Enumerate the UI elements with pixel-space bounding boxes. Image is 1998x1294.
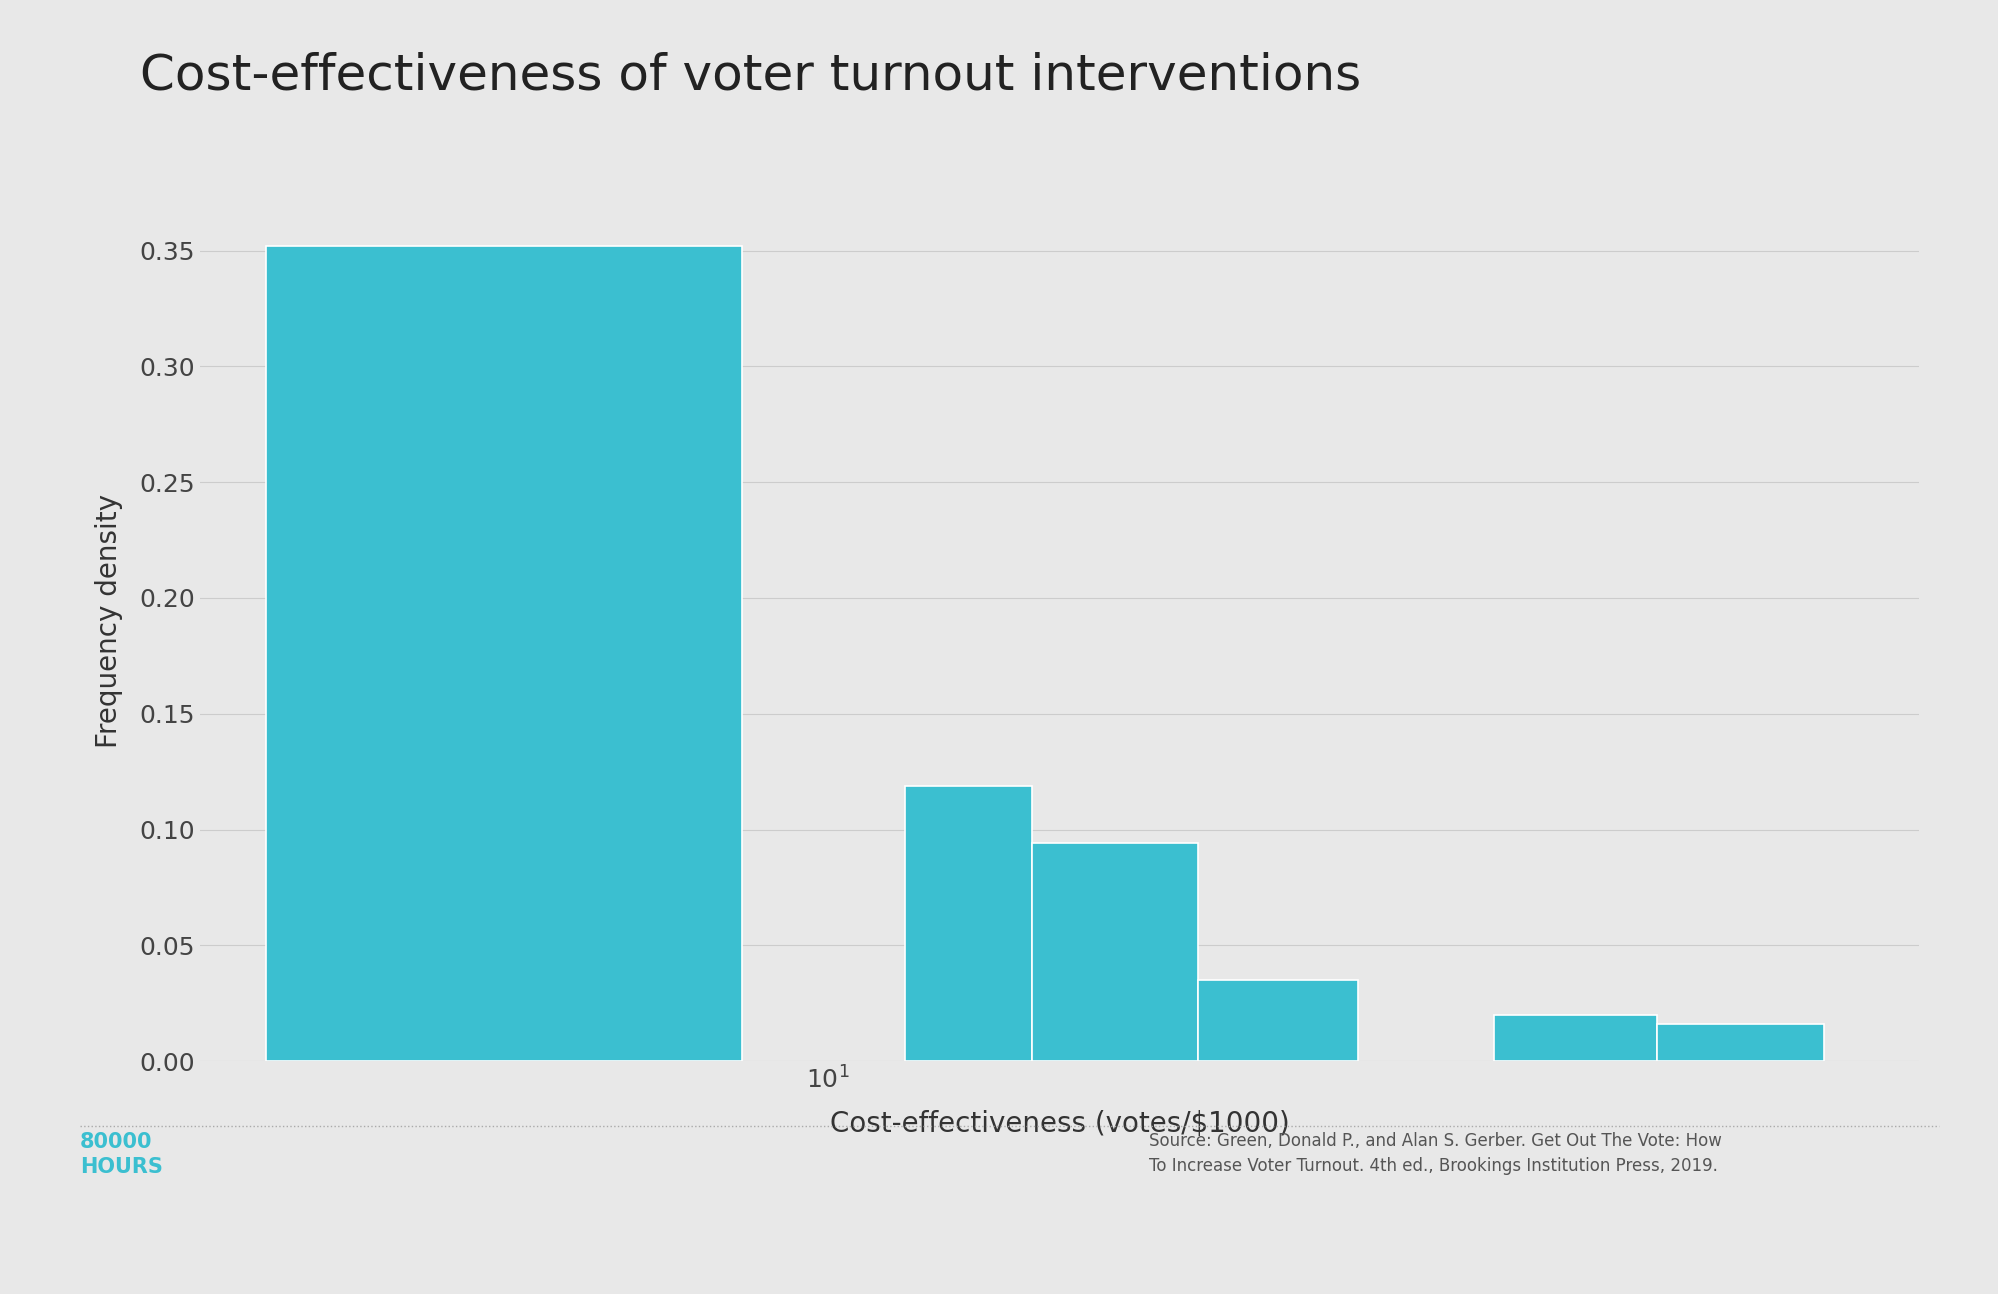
X-axis label: Cost-effectiveness (votes/$1000): Cost-effectiveness (votes/$1000) (829, 1110, 1289, 1137)
Text: 80000
HOURS: 80000 HOURS (80, 1132, 162, 1178)
Bar (266, 246, 741, 1061)
Y-axis label: Frequency density: Frequency density (94, 494, 122, 748)
Text: Cost-effectiveness of voter turnout interventions: Cost-effectiveness of voter turnout inte… (140, 52, 1361, 100)
Bar (1033, 844, 1197, 1061)
Bar (1197, 980, 1357, 1061)
Bar (905, 785, 1033, 1061)
Bar (1656, 1024, 1822, 1061)
Text: Source: Green, Donald P., and Alan S. Gerber. Get Out The Vote: How
To Increase : Source: Green, Donald P., and Alan S. Ge… (1149, 1132, 1722, 1175)
Bar (1493, 1014, 1656, 1061)
